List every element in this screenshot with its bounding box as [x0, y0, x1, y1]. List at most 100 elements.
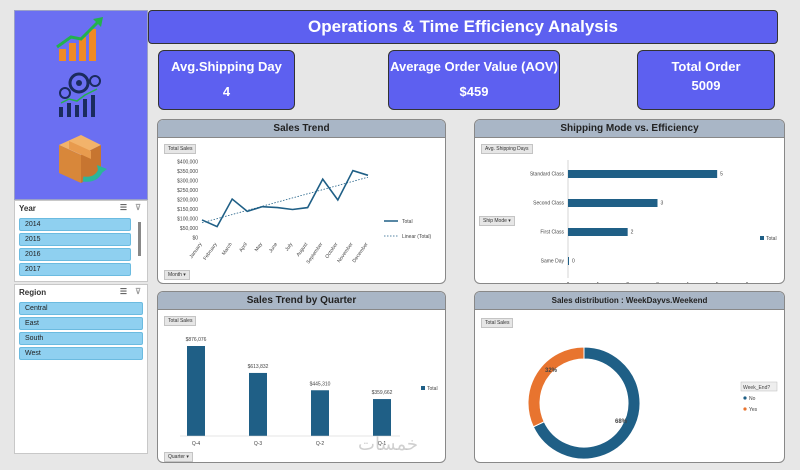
y-tick-label: $0 [192, 236, 198, 242]
kpi-value: 4 [222, 84, 231, 99]
x-tick-label: October [324, 241, 339, 259]
x-tick-label: 2 [626, 282, 629, 284]
y-tick-label: $300,000 [177, 179, 198, 185]
slicer-item-2016[interactable]: 2016 [19, 248, 131, 261]
x-tick-label: Q-1 [378, 441, 387, 447]
bar-value-label: $359,662 [372, 390, 393, 396]
kpi-value: $459 [459, 84, 489, 99]
filter-label: Quarter [168, 454, 185, 460]
bar-value-label: $613,832 [248, 364, 269, 370]
bar-value-label: 2 [631, 230, 634, 236]
slicer-header: Region ☰ ⊽ [15, 285, 147, 300]
quarter-filter-button[interactable]: Quarter ▾ [164, 452, 193, 462]
multi-select-icon[interactable]: ☰ [119, 287, 127, 296]
field-tag[interactable]: Avg. Shipping Days [481, 144, 533, 154]
x-tick-label: July [284, 241, 294, 252]
kpi-label: Total Order [671, 59, 741, 74]
shipping-bar [568, 228, 628, 236]
legend-yes-swatch [743, 407, 747, 411]
kpi-total-order: Total Order 5009 [637, 50, 775, 110]
slicer-title: Year [19, 204, 36, 213]
y-category-label: Same Day [541, 259, 565, 265]
y-category-label: Standard Class [530, 172, 565, 178]
quarter-bar [187, 346, 205, 436]
shipping-mode-panel: Shipping Mode vs. Efficiency Avg. Shippi… [474, 119, 785, 284]
sidebar-icons [14, 10, 148, 200]
slicer-scrollbar[interactable] [138, 222, 141, 256]
growth-chart-icon [53, 15, 109, 65]
x-tick-label: 6 [746, 282, 749, 284]
y-category-label: Second Class [533, 201, 564, 207]
kpi-label: Avg.Shipping Day [171, 59, 282, 74]
slicer-item-2017[interactable]: 2017 [19, 263, 131, 276]
y-tick-label: $250,000 [177, 188, 198, 194]
y-tick-label: $50,000 [180, 226, 198, 232]
y-tick-label: $350,000 [177, 169, 198, 175]
slicer-header: Year ☰ ⊽ [15, 201, 147, 216]
yes-percent-label: 32% [545, 368, 558, 374]
kpi-average-order-value: Average Order Value (AOV) $459 [388, 50, 560, 110]
sales-trend-chart: $400,000 $350,000 $300,000 $250,000 $200,000… [177, 160, 432, 266]
x-tick-label: April [238, 242, 249, 254]
month-filter-button[interactable]: Month ▾ [164, 270, 190, 280]
quarter-bar [311, 390, 329, 436]
shipping-mode-chart: 0 1 2 3 4 5 6 Standard Class 5 Second Class 3 Firs… [530, 160, 777, 284]
sales-line [201, 169, 369, 228]
y-tick-label: $100,000 [177, 217, 198, 223]
ship-mode-filter-button[interactable]: Ship Mode ▾ [479, 216, 515, 226]
distribution-donut-chart: 32% 68% Week_End? No Yes [527, 346, 778, 460]
y-tick-label: $200,000 [177, 198, 198, 204]
field-tag[interactable]: Total Sales [164, 144, 197, 154]
quarter-bar [373, 399, 391, 436]
slicer-item-central[interactable]: Central [19, 302, 143, 315]
x-tick-label: Q-4 [192, 441, 201, 447]
sales-trend-panel: Sales Trend Total Sales $400,000 $350,000… [157, 119, 446, 284]
x-tick-label: Q-2 [316, 441, 325, 447]
page-title: Operations & Time Efficiency Analysis [148, 10, 778, 44]
shipping-bar [568, 170, 718, 178]
x-tick-label: March [221, 242, 234, 257]
quarter-chart: $876,076 Q-4 $613,832 Q-3 $445,310 Q-2 $359,66… [180, 337, 438, 447]
gear-analytics-icon [53, 69, 109, 121]
bar-value-label: 0 [572, 259, 575, 265]
legend-total-swatch [421, 386, 425, 390]
kpi-label: Average Order Value (AOV) [390, 59, 558, 74]
shipping-bar [568, 257, 569, 265]
field-tag[interactable]: Total Sales [164, 316, 197, 326]
donut-slice-yes [527, 346, 585, 428]
x-tick-label: May [254, 241, 265, 253]
legend-title: Week_End? [743, 385, 770, 391]
slicer-item-south[interactable]: South [19, 332, 143, 345]
panel-title: Sales Trend [158, 120, 445, 138]
kpi-avg-shipping-day: Avg.Shipping Day 4 [158, 50, 295, 110]
legend-linear-label: Linear (Total) [402, 234, 432, 240]
field-tag[interactable]: Total Sales [481, 318, 514, 328]
clear-filter-icon[interactable]: ⊽ [135, 287, 141, 296]
quarter-sales-panel: Sales Trend by Quarter Total Sales $876,… [157, 291, 446, 463]
legend-filter-button[interactable] [740, 381, 778, 392]
x-tick-label: December [351, 241, 369, 264]
panel-title: Sales Trend by Quarter [158, 292, 445, 310]
filter-label: Month [168, 272, 182, 278]
slicer-title: Region [19, 288, 47, 297]
y-category-label: First Class [540, 230, 564, 236]
y-tick-label: $400,000 [177, 160, 198, 166]
panel-title: Sales distribution : WeekDayvs.Weekend [475, 292, 784, 310]
slicer-item-west[interactable]: West [19, 347, 143, 360]
clear-filter-icon[interactable]: ⊽ [135, 203, 141, 212]
year-slicer: Year ☰ ⊽ 2014 2015 2016 2017 [14, 200, 148, 282]
x-tick-label: February [202, 241, 219, 261]
x-tick-label: 0 [567, 282, 570, 284]
x-tick-label: January [189, 241, 204, 259]
legend-yes-label: Yes [749, 407, 758, 413]
package-return-icon [53, 129, 109, 189]
bar-value-label: $445,310 [310, 381, 331, 387]
x-tick-label: 4 [686, 282, 689, 284]
multi-select-icon[interactable]: ☰ [119, 203, 127, 212]
quarter-bar [249, 372, 267, 436]
slicer-item-2014[interactable]: 2014 [19, 218, 131, 231]
slicer-item-east[interactable]: East [19, 317, 143, 330]
watermark: خمسات [358, 434, 419, 455]
slicer-item-2015[interactable]: 2015 [19, 233, 131, 246]
legend-no-swatch [743, 396, 747, 400]
